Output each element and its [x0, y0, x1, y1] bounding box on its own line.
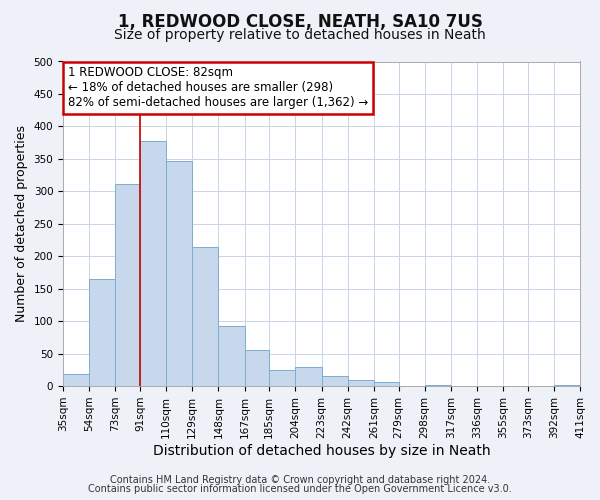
Bar: [425, 385, 451, 386]
Bar: [140, 142, 166, 386]
Bar: [269, 370, 295, 386]
Bar: [347, 380, 374, 386]
Bar: [218, 326, 245, 386]
Text: 1, REDWOOD CLOSE, NEATH, SA10 7US: 1, REDWOOD CLOSE, NEATH, SA10 7US: [118, 12, 482, 30]
Bar: [89, 279, 115, 386]
X-axis label: Distribution of detached houses by size in Neath: Distribution of detached houses by size …: [153, 444, 490, 458]
Bar: [295, 366, 322, 386]
Text: Contains HM Land Registry data © Crown copyright and database right 2024.: Contains HM Land Registry data © Crown c…: [110, 475, 490, 485]
Text: 1 REDWOOD CLOSE: 82sqm
← 18% of detached houses are smaller (298)
82% of semi-de: 1 REDWOOD CLOSE: 82sqm ← 18% of detached…: [68, 66, 368, 110]
Y-axis label: Number of detached properties: Number of detached properties: [15, 126, 28, 322]
Text: Size of property relative to detached houses in Neath: Size of property relative to detached ho…: [114, 28, 486, 42]
Bar: [192, 246, 218, 386]
Bar: [245, 350, 269, 386]
Text: Contains public sector information licensed under the Open Government Licence v3: Contains public sector information licen…: [88, 484, 512, 494]
Bar: [63, 374, 89, 386]
Bar: [374, 382, 398, 386]
Bar: [166, 162, 192, 386]
Bar: [322, 376, 347, 386]
Bar: [115, 184, 140, 386]
